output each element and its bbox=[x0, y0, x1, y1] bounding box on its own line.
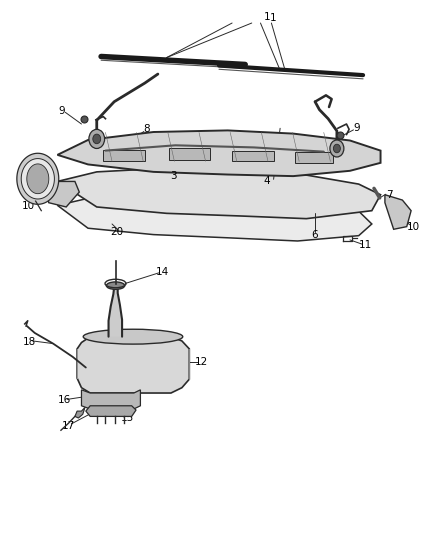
Polygon shape bbox=[57, 193, 372, 241]
Circle shape bbox=[330, 140, 344, 157]
Text: 6: 6 bbox=[312, 230, 318, 240]
Polygon shape bbox=[81, 390, 141, 409]
Polygon shape bbox=[27, 164, 49, 193]
Text: 10: 10 bbox=[407, 222, 420, 232]
Polygon shape bbox=[75, 407, 85, 418]
Circle shape bbox=[93, 134, 101, 144]
Bar bbox=[103, 150, 145, 161]
Text: 14: 14 bbox=[155, 267, 169, 277]
Ellipse shape bbox=[106, 282, 125, 289]
Text: 3: 3 bbox=[170, 171, 177, 181]
Text: 7: 7 bbox=[386, 190, 392, 200]
Polygon shape bbox=[109, 287, 122, 337]
Text: 1: 1 bbox=[264, 12, 270, 22]
Bar bbox=[232, 151, 274, 161]
Polygon shape bbox=[57, 131, 381, 176]
Text: 12: 12 bbox=[195, 357, 208, 367]
Text: 10: 10 bbox=[21, 201, 35, 211]
Polygon shape bbox=[21, 159, 54, 199]
Bar bbox=[295, 152, 332, 163]
Circle shape bbox=[333, 144, 340, 153]
Polygon shape bbox=[44, 181, 79, 207]
Text: 20: 20 bbox=[110, 227, 123, 237]
Text: 15: 15 bbox=[121, 413, 134, 423]
Text: 11: 11 bbox=[359, 240, 372, 250]
Text: 18: 18 bbox=[22, 337, 36, 347]
Polygon shape bbox=[385, 195, 411, 229]
Text: 16: 16 bbox=[57, 395, 71, 406]
Polygon shape bbox=[57, 168, 381, 219]
Text: 17: 17 bbox=[62, 421, 75, 431]
Polygon shape bbox=[77, 337, 189, 393]
Text: 9: 9 bbox=[353, 123, 360, 133]
Bar bbox=[169, 149, 210, 160]
Text: 8: 8 bbox=[144, 124, 150, 134]
Text: 1: 1 bbox=[270, 13, 277, 23]
Circle shape bbox=[89, 130, 105, 149]
Polygon shape bbox=[86, 406, 136, 416]
Text: 9: 9 bbox=[59, 106, 65, 116]
Ellipse shape bbox=[83, 329, 183, 344]
Polygon shape bbox=[17, 154, 59, 204]
Text: 4: 4 bbox=[264, 176, 270, 187]
